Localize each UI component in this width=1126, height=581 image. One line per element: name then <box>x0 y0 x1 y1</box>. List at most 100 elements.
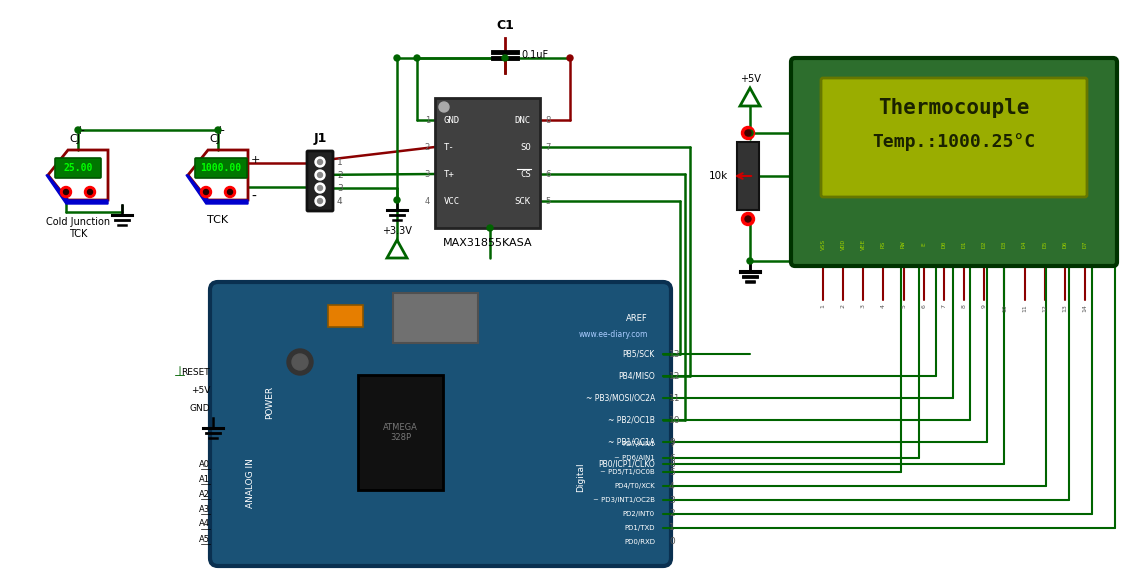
Circle shape <box>439 102 449 112</box>
Text: ANALOG IN: ANALOG IN <box>245 458 254 508</box>
Text: 1: 1 <box>425 116 430 124</box>
Text: 5: 5 <box>669 468 674 476</box>
Text: Cold Junction
TCK: Cold Junction TCK <box>46 217 110 239</box>
Circle shape <box>315 183 325 193</box>
Text: 13: 13 <box>669 350 680 358</box>
Text: 14: 14 <box>1082 304 1088 312</box>
Text: 6: 6 <box>545 170 551 178</box>
Text: 11: 11 <box>1022 304 1027 312</box>
Polygon shape <box>46 175 108 204</box>
Text: Thermocouple: Thermocouple <box>878 98 1030 118</box>
Text: TCK: TCK <box>207 215 229 225</box>
Text: J1: J1 <box>313 132 327 145</box>
Text: 13: 13 <box>1062 304 1067 312</box>
Circle shape <box>88 189 92 195</box>
Text: 8: 8 <box>545 116 551 124</box>
Text: ⊥: ⊥ <box>173 365 186 379</box>
Text: ~ PD6/AIN1: ~ PD6/AIN1 <box>614 455 655 461</box>
Text: SO: SO <box>520 142 531 152</box>
Bar <box>393 293 479 343</box>
Text: PD1/TXD: PD1/TXD <box>625 525 655 531</box>
Circle shape <box>414 55 420 61</box>
Text: CS: CS <box>520 170 531 178</box>
Text: A2: A2 <box>199 490 211 498</box>
Circle shape <box>318 199 322 203</box>
Text: RESET: RESET <box>181 368 211 376</box>
Text: 4: 4 <box>881 304 886 308</box>
Text: 12: 12 <box>669 371 680 381</box>
Text: 5: 5 <box>901 304 906 308</box>
Circle shape <box>204 189 208 195</box>
Text: 0.1uF: 0.1uF <box>521 50 548 60</box>
Text: GND: GND <box>444 116 461 124</box>
Text: 2: 2 <box>337 170 342 180</box>
Circle shape <box>502 55 508 61</box>
Text: VSS: VSS <box>821 238 825 250</box>
Circle shape <box>227 189 232 195</box>
Text: 0: 0 <box>669 537 674 547</box>
Text: 7: 7 <box>941 304 947 308</box>
Text: T-: T- <box>444 142 455 152</box>
Text: 7: 7 <box>545 142 551 152</box>
Text: +5V: +5V <box>740 74 760 84</box>
Text: D6: D6 <box>1062 241 1067 248</box>
Text: 11: 11 <box>669 393 680 403</box>
Circle shape <box>215 127 221 133</box>
Text: +: + <box>75 124 86 137</box>
Text: PB5/SCK: PB5/SCK <box>623 350 655 358</box>
Circle shape <box>315 196 325 206</box>
Circle shape <box>747 258 753 264</box>
Text: 4: 4 <box>669 482 674 490</box>
Text: VCC: VCC <box>444 196 461 206</box>
FancyBboxPatch shape <box>55 158 101 178</box>
Bar <box>435 98 540 228</box>
Circle shape <box>394 197 400 203</box>
Text: D7: D7 <box>1082 241 1088 248</box>
FancyBboxPatch shape <box>195 158 247 178</box>
FancyBboxPatch shape <box>211 282 671 566</box>
Text: Digital: Digital <box>577 463 586 493</box>
Text: 4: 4 <box>337 196 342 206</box>
Text: A0: A0 <box>199 460 211 468</box>
Circle shape <box>318 173 322 178</box>
Text: D3: D3 <box>1002 241 1007 248</box>
FancyBboxPatch shape <box>307 151 333 211</box>
Text: 1000.00: 1000.00 <box>200 163 242 173</box>
Text: 9: 9 <box>982 304 986 308</box>
Text: 12: 12 <box>1043 304 1047 312</box>
Text: 3: 3 <box>860 304 866 308</box>
Text: C1: C1 <box>497 19 513 32</box>
Text: 1: 1 <box>669 523 674 533</box>
Text: RS: RS <box>881 241 886 248</box>
Text: www.ee-diary.com: www.ee-diary.com <box>579 329 647 339</box>
Text: D1: D1 <box>962 241 966 248</box>
Circle shape <box>75 127 81 133</box>
Text: +5V: +5V <box>190 386 211 394</box>
Text: +: + <box>251 155 260 165</box>
Text: POWER: POWER <box>266 386 275 419</box>
Text: 2: 2 <box>425 142 430 152</box>
Text: A4: A4 <box>199 519 211 529</box>
Text: 10k: 10k <box>708 171 729 181</box>
Bar <box>328 305 363 327</box>
Text: ~ PB1/OC1A: ~ PB1/OC1A <box>608 437 655 447</box>
Circle shape <box>568 55 573 61</box>
Text: MAX31855KASA: MAX31855KASA <box>443 238 533 248</box>
Text: ATMEGA
328P: ATMEGA 328P <box>383 423 418 442</box>
Text: PD7/AIN1: PD7/AIN1 <box>623 441 655 447</box>
Circle shape <box>292 354 309 370</box>
Circle shape <box>200 187 212 198</box>
Text: 5: 5 <box>545 196 551 206</box>
Circle shape <box>318 160 322 164</box>
Circle shape <box>394 55 400 61</box>
Text: VEE: VEE <box>860 238 866 250</box>
Circle shape <box>742 213 754 225</box>
Circle shape <box>747 130 753 136</box>
Text: PB0/ICP1/CLKO: PB0/ICP1/CLKO <box>598 460 655 468</box>
Text: E: E <box>921 242 927 246</box>
Text: 7: 7 <box>669 439 674 449</box>
Text: T+: T+ <box>444 170 455 178</box>
Circle shape <box>745 130 751 136</box>
Text: Temp.:1000.25°C: Temp.:1000.25°C <box>873 133 1036 151</box>
Text: ~ PD5/T1/OC0B: ~ PD5/T1/OC0B <box>600 469 655 475</box>
